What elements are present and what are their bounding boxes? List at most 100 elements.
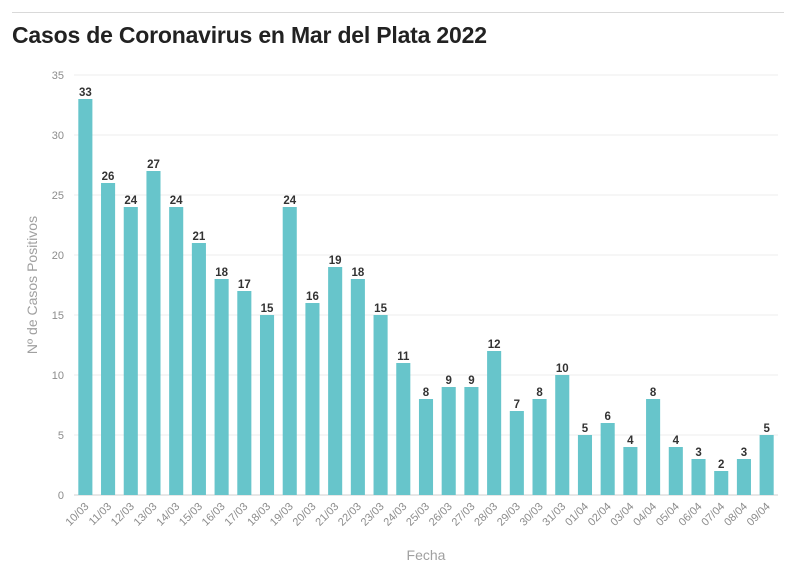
y-axis-title: Nº de Casos Positivos [24, 216, 40, 354]
y-tick-label: 35 [52, 70, 64, 82]
data-label: 18 [215, 267, 228, 279]
data-label: 24 [283, 195, 296, 207]
bar [282, 207, 297, 495]
top-divider [12, 12, 784, 13]
x-tick-label: 10/03 [64, 501, 92, 529]
data-label: 3 [695, 447, 701, 459]
gridlines [74, 74, 778, 496]
bar [328, 267, 343, 495]
x-tick-label: 21/03 [313, 501, 341, 529]
bar [101, 183, 116, 495]
y-tick-label: 5 [58, 430, 64, 442]
bar [464, 387, 479, 495]
data-label: 6 [604, 411, 610, 423]
bar [487, 351, 502, 495]
data-label: 27 [147, 159, 160, 171]
x-tick-label: 12/03 [109, 501, 137, 529]
bar [668, 447, 683, 495]
bar [169, 207, 184, 495]
x-tick-label: 30/03 [518, 501, 546, 529]
bar [509, 411, 524, 495]
data-label: 9 [446, 375, 452, 387]
data-label: 8 [650, 387, 657, 399]
x-tick-label: 01/04 [563, 501, 591, 529]
x-tick-label: 15/03 [177, 501, 205, 529]
bar [305, 303, 320, 495]
data-label: 10 [556, 363, 569, 375]
x-tick-label: 20/03 [291, 501, 319, 529]
y-tick-label: 15 [52, 310, 64, 322]
data-label: 24 [124, 195, 137, 207]
bar [646, 399, 661, 495]
data-label: 3 [741, 447, 747, 459]
bar [78, 99, 93, 495]
x-tick-label: 11/03 [87, 501, 114, 528]
bars [78, 99, 774, 495]
bar [350, 279, 365, 495]
data-label: 33 [79, 87, 92, 99]
data-label: 9 [468, 375, 474, 387]
bar [214, 279, 229, 495]
x-tick-label: 17/03 [222, 501, 250, 529]
data-label: 5 [763, 423, 770, 435]
x-tick-label: 24/03 [381, 501, 409, 529]
bar [146, 171, 161, 495]
y-tick-label: 20 [52, 250, 64, 262]
y-tick-label: 30 [52, 130, 64, 142]
x-axis-title: Fecha [407, 547, 446, 563]
bar [418, 399, 434, 495]
bar [373, 315, 388, 495]
bar [623, 447, 638, 495]
bar [714, 471, 729, 495]
bar [259, 315, 275, 495]
y-tick-label: 10 [52, 370, 64, 382]
data-label: 19 [329, 255, 342, 267]
bar [191, 243, 206, 495]
x-tick-label: 09/04 [745, 501, 773, 529]
x-tick-label: 02/04 [586, 501, 614, 529]
x-tick-label: 14/03 [154, 501, 182, 529]
data-label: 17 [238, 279, 251, 291]
x-tick-label: 05/04 [654, 501, 682, 529]
bar [691, 459, 706, 495]
data-label: 4 [627, 435, 634, 447]
x-tick-label: 25/03 [404, 501, 432, 529]
x-tick-label: 27/03 [450, 501, 478, 529]
x-tick-label: 16/03 [200, 501, 228, 529]
y-tick-label: 25 [52, 190, 64, 202]
x-tick-label: 23/03 [359, 501, 387, 529]
data-label: 26 [102, 171, 115, 183]
bar [441, 387, 456, 495]
bar [759, 435, 774, 495]
data-label: 21 [193, 231, 206, 243]
data-label: 18 [351, 267, 364, 279]
x-tick-label: 07/04 [699, 501, 727, 529]
data-label: 2 [718, 459, 724, 471]
data-label: 8 [423, 387, 430, 399]
x-tick-label: 19/03 [268, 501, 296, 529]
bar [123, 207, 138, 495]
data-label: 5 [582, 423, 589, 435]
bar [237, 291, 252, 495]
chart-title: Casos de Coronavirus en Mar del Plata 20… [12, 22, 487, 48]
x-tick-label: 31/03 [540, 501, 568, 529]
data-label: 7 [514, 399, 520, 411]
x-tick-label: 03/04 [609, 501, 637, 529]
data-label: 15 [374, 303, 387, 315]
bar [396, 363, 411, 495]
data-label: 16 [306, 291, 319, 303]
x-tick-label: 04/04 [631, 501, 659, 529]
x-tick-label: 26/03 [427, 501, 455, 529]
y-axis-ticks: 0 5 10 15 20 25 30 35 [52, 70, 64, 502]
x-tick-label: 08/04 [722, 501, 750, 529]
x-tick-label: 28/03 [472, 501, 500, 529]
bar [600, 423, 615, 495]
bar [532, 399, 547, 495]
data-label: 11 [397, 351, 410, 363]
x-tick-label: 18/03 [245, 501, 273, 529]
y-tick-label: 0 [58, 490, 64, 502]
x-tick-label: 22/03 [336, 501, 364, 529]
bar [736, 459, 751, 495]
x-axis-ticks: 10/0311/0312/0313/0314/0315/0316/0317/03… [64, 501, 773, 529]
x-tick-label: 29/03 [495, 501, 523, 529]
